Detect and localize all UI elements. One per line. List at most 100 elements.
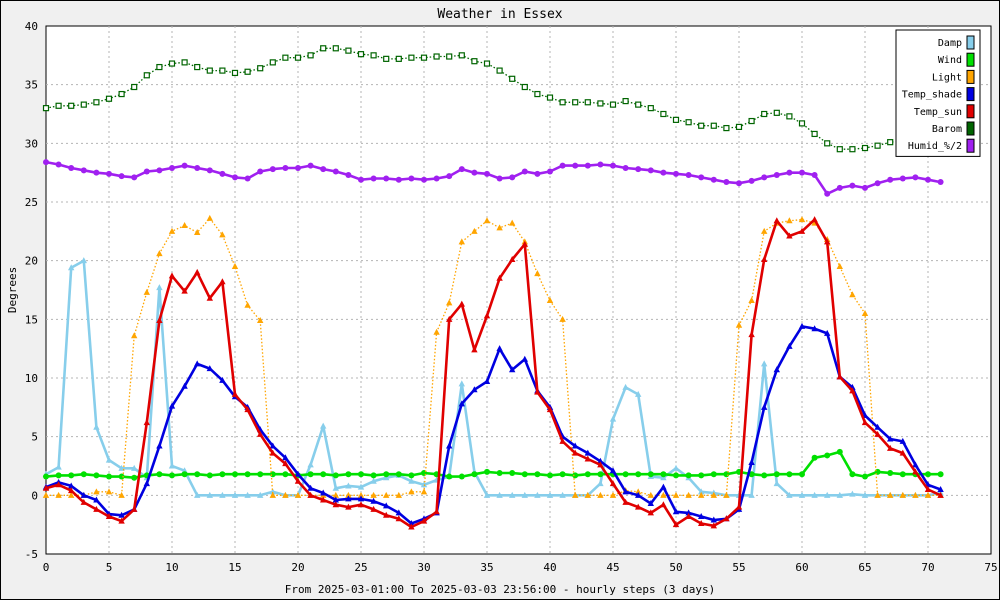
data-point — [534, 388, 541, 395]
data-point — [484, 468, 490, 475]
data-point — [370, 477, 377, 484]
data-point — [723, 491, 730, 498]
data-point — [332, 501, 339, 508]
data-point — [924, 485, 932, 492]
data-point — [798, 322, 806, 329]
data-point — [143, 419, 150, 426]
data-point — [156, 167, 163, 174]
data-point — [609, 101, 617, 108]
data-point — [698, 472, 705, 479]
data-point — [131, 464, 138, 471]
data-point — [496, 491, 503, 498]
data-point — [496, 175, 503, 182]
legend-entry-label: Barom — [932, 124, 962, 135]
data-point — [887, 139, 894, 146]
data-point — [332, 45, 339, 52]
x-tick-label: 20 — [291, 561, 304, 574]
data-point — [420, 481, 428, 488]
data-point — [257, 471, 264, 478]
data-point — [370, 491, 377, 498]
data-point — [496, 224, 503, 231]
data-point — [408, 175, 415, 182]
data-point — [345, 482, 352, 489]
y-tick-label: -5 — [25, 548, 38, 561]
x-axis-label: From 2025-03-01:00 To 2025-03-03 23:56:0… — [285, 583, 715, 596]
data-point — [458, 300, 465, 307]
legend-swatch — [966, 52, 975, 67]
data-point — [635, 503, 642, 510]
series-4 — [42, 216, 944, 530]
data-point — [836, 448, 843, 455]
data-point — [546, 491, 554, 498]
data-point — [471, 227, 478, 234]
data-point — [572, 442, 579, 449]
data-point — [862, 184, 868, 191]
data-point — [206, 365, 213, 372]
legend-swatch — [966, 121, 975, 136]
data-point — [622, 383, 629, 390]
data-point — [559, 491, 566, 498]
data-point — [748, 297, 755, 304]
data-point — [194, 491, 201, 498]
data-point — [219, 376, 226, 383]
legend: Damp Wind Light Temp_shade Temp_sun Barom Humi… — [895, 29, 981, 157]
data-point — [168, 60, 176, 67]
data-point — [622, 164, 629, 171]
legend-entry-label: Light — [932, 72, 962, 83]
data-point — [483, 491, 491, 498]
data-point — [269, 449, 276, 456]
data-point — [584, 491, 591, 498]
data-point — [181, 382, 188, 389]
data-point — [194, 360, 201, 367]
data-point — [647, 491, 654, 498]
data-point — [68, 482, 75, 489]
data-point — [836, 184, 843, 191]
data-point — [723, 179, 730, 186]
data-point — [849, 182, 856, 189]
data-point — [320, 45, 327, 52]
data-point — [395, 515, 402, 522]
data-point — [584, 162, 591, 169]
data-point — [118, 517, 125, 524]
data-point — [798, 227, 806, 234]
data-point — [168, 227, 176, 234]
data-point — [194, 229, 201, 236]
data-point — [635, 390, 642, 397]
data-point — [458, 473, 465, 480]
data-point — [824, 140, 831, 147]
data-point — [345, 172, 352, 179]
data-point — [635, 491, 642, 498]
data-point — [143, 288, 150, 295]
data-point — [597, 100, 604, 107]
data-point — [710, 522, 717, 529]
series-2 — [42, 214, 944, 498]
data-point — [534, 471, 541, 478]
data-point — [244, 406, 251, 413]
series-line — [45, 259, 941, 497]
data-point — [572, 162, 579, 169]
data-point — [925, 176, 931, 183]
data-point — [93, 496, 100, 503]
data-point — [874, 142, 881, 149]
data-point — [156, 317, 163, 324]
data-point — [736, 180, 742, 187]
data-point — [761, 255, 768, 262]
data-point — [446, 299, 453, 306]
data-point — [257, 430, 264, 437]
data-point — [660, 474, 667, 481]
data-point — [509, 491, 516, 498]
data-point — [446, 53, 453, 60]
data-point — [357, 495, 365, 502]
data-point — [723, 515, 730, 522]
data-point — [824, 190, 831, 197]
data-point — [332, 168, 339, 175]
data-point — [257, 491, 264, 498]
data-point — [282, 54, 289, 61]
data-point — [622, 97, 629, 105]
data-point — [509, 174, 516, 181]
x-tick-label: 15 — [228, 561, 241, 574]
data-point — [420, 517, 428, 524]
x-tick-label: 30 — [417, 561, 430, 574]
data-point — [181, 287, 188, 294]
data-point — [345, 495, 352, 502]
